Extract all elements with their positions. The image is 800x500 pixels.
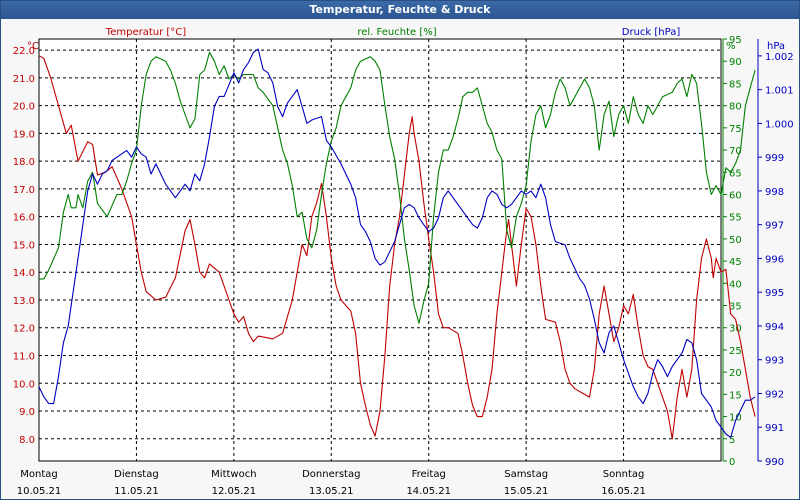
humidity-tick-label: 20 <box>729 368 742 379</box>
pressure-tick-label: 993 <box>765 356 784 367</box>
humidity-tick-label: 85 <box>729 79 742 90</box>
date-label: 11.05.21 <box>114 486 159 497</box>
humidity-tick-label: 0 <box>729 457 735 468</box>
temperature-tick-label: 17.0 <box>13 185 35 196</box>
day-label: Samstag <box>504 469 548 480</box>
humidity-tick-label: 5 <box>729 435 735 446</box>
day-label: Mittwoch <box>211 469 256 480</box>
pressure-tick-label: 1.001 <box>765 86 794 97</box>
humidity-tick-label: 25 <box>729 346 742 357</box>
pressure-axis-label: Druck [hPa] <box>622 27 681 38</box>
pressure-tick-label: 998 <box>765 187 784 198</box>
date-label: 13.05.21 <box>309 486 354 497</box>
plot-area <box>38 38 722 462</box>
pressure-tick-label: 992 <box>765 389 784 400</box>
date-label: 12.05.21 <box>212 486 257 497</box>
series-lines <box>38 48 756 440</box>
temperature-tick-label: 18.0 <box>13 157 35 168</box>
day-label: Sonntag <box>603 469 645 480</box>
temperature-tick-label: 19.0 <box>13 129 35 140</box>
humidity-tick-label: 10 <box>729 413 742 424</box>
day-label: Dienstag <box>114 469 159 480</box>
temperature-tick-label: 9.0 <box>19 407 35 418</box>
temperature-tick-label: 8.0 <box>19 435 35 446</box>
date-label: 16.05.21 <box>601 486 646 497</box>
pressure-tick-label: 991 <box>765 423 784 434</box>
axes: 8.0 9.0 10.0 11.0 12.0 13.0 14.0 15.0 16.0 17.0 18… <box>13 35 794 497</box>
date-label: 10.05.21 <box>17 486 62 497</box>
date-label: 15.05.21 <box>504 486 549 497</box>
humidity-tick-label: 95 <box>729 35 742 46</box>
temperature-tick-label: 15.0 <box>13 240 35 251</box>
temperature-tick-label: 13.0 <box>13 296 35 307</box>
series-line-pressure <box>38 48 756 438</box>
pressure-tick-label: 1.002 <box>765 52 794 63</box>
pressure-tick-label: 990 <box>765 457 784 468</box>
series-line-humidity <box>39 51 756 324</box>
humidity-tick-label: 70 <box>729 146 742 157</box>
humidity-axis-label: rel. Feuchte [%] <box>357 27 436 38</box>
humidity-tick-label: 75 <box>729 124 742 135</box>
day-label: Donnerstag <box>302 469 360 480</box>
date-label: 14.05.21 <box>406 486 451 497</box>
temperature-tick-label: 10.0 <box>13 379 35 390</box>
pressure-tick-label: 999 <box>765 153 784 164</box>
temperature-tick-label: 11.0 <box>13 352 35 363</box>
grid <box>39 39 721 461</box>
day-label: Freitag <box>412 469 446 480</box>
temperature-axis-label: Temperatur [°C] <box>105 27 186 38</box>
humidity-tick-label: 65 <box>729 168 742 179</box>
temperature-tick-label: 21.0 <box>13 74 35 85</box>
humidity-tick-label: 35 <box>729 302 742 313</box>
pressure-unit: hPa <box>767 41 785 52</box>
temperature-tick-label: 20.0 <box>13 102 35 113</box>
temperature-tick-label: 14.0 <box>13 268 35 279</box>
pressure-tick-label: 997 <box>765 221 784 232</box>
humidity-tick-label: 45 <box>729 257 742 268</box>
humidity-tick-label: 15 <box>729 390 742 401</box>
humidity-tick-label: 80 <box>729 102 742 113</box>
pressure-tick-label: 995 <box>765 288 784 299</box>
humidity-tick-label: 30 <box>729 324 742 335</box>
axis-headers: Temperatur [°C] rel. Feuchte [%] Druck [… <box>27 27 785 52</box>
pressure-tick-label: 1.000 <box>765 119 794 130</box>
window-title: Temperatur, Feuchte & Druck <box>1 1 799 19</box>
humidity-tick-label: 60 <box>729 190 742 201</box>
temperature-tick-label: 22.0 <box>13 46 35 57</box>
pressure-tick-label: 994 <box>765 322 784 333</box>
humidity-tick-label: 40 <box>729 279 742 290</box>
humidity-unit: % <box>726 41 736 52</box>
humidity-tick-label: 50 <box>729 235 742 246</box>
humidity-tick-label: 55 <box>729 213 742 224</box>
temperature-tick-label: 16.0 <box>13 213 35 224</box>
pressure-tick-label: 996 <box>765 254 784 265</box>
humidity-tick-label: 90 <box>729 57 742 68</box>
day-label: Montag <box>20 469 57 480</box>
temperature-unit: °C <box>27 41 39 52</box>
temperature-tick-label: 12.0 <box>13 324 35 335</box>
